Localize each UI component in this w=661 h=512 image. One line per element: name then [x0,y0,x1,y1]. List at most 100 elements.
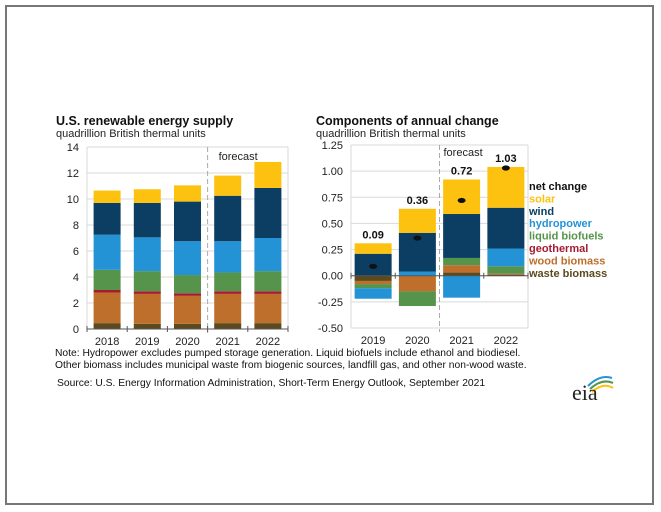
net-change-marker [369,263,378,269]
source-note: Source: U.S. Energy Information Administ… [57,378,486,389]
bar-segment-liquid-biofuels [254,271,282,292]
bar-segment-hydropower [174,241,201,276]
bar-segment-waste-biomass [214,323,242,329]
x-tick-label: 2022 [494,335,518,347]
left-chart-subtitle: quadrillion British thermal units [56,128,206,140]
bar-segment-wood-biomass [133,293,161,324]
legend-item-hydropower: hydropower [529,218,593,230]
legend-item-liquid-biofuels: liquid biofuels [529,231,604,243]
bar-segment-wind [133,202,161,238]
y-tick-label: 6 [73,246,79,258]
bar-segment-solar [398,208,436,233]
bar-segment-hydropower [254,238,282,272]
x-tick-label: 2019 [361,335,385,347]
legend-item-solar: solar [529,193,556,205]
bar-segment-solar [133,189,161,203]
net-change-label: 1.03 [495,153,516,165]
net-change-marker [413,235,422,241]
y-tick-label: 0.75 [322,192,343,204]
net-change-marker [501,165,510,171]
legend-item-geothermal: geothermal [529,243,588,255]
net-change-marker [457,197,466,204]
bar-segment-waste-biomass [174,323,201,329]
right-chart: -0.50 -0.25 0.00 0.25 0.50 0.75 1.00 1.25 foreca… [318,140,607,347]
x-tick-label: 2020 [175,336,199,348]
net-change-label: 0.72 [451,166,472,178]
bar-segment-wood-biomass [93,292,121,324]
bar-segment-geothermal [93,290,121,293]
bar-segment-liquid-biofuels [93,269,121,290]
x-tick-label: 2022 [256,336,280,348]
y-tick-label: 0 [73,324,79,336]
bar-segment-waste-biomass [487,274,525,276]
bar-segment-geothermal [214,291,242,294]
bar-segment-solar [443,179,481,215]
legend-item-net-change: net change [529,181,587,193]
bar-segment-wood-biomass [174,295,201,324]
bar-segment-wood-biomass [214,293,242,324]
right-chart-title: Components of annual change [316,114,499,128]
x-tick-label: 2020 [405,335,429,347]
y-tick-label: 4 [73,272,79,284]
legend-item-wood-biomass: wood biomass [528,255,605,267]
bar-segment-wind [93,202,121,235]
right-chart-subtitle: quadrillion British thermal units [316,128,466,140]
y-tick-label: 10 [67,194,79,206]
y-tick-label: -0.50 [318,323,343,335]
svg-text:eia: eia [572,380,598,405]
y-tick-label: 1.25 [322,140,343,152]
legend-item-wind: wind [528,206,554,218]
y-tick-label: 8 [73,220,79,232]
bar-segment-hydropower [398,271,436,276]
bar-segment-wood-biomass [487,273,525,275]
left-chart: 0 2 4 6 8 10 12 14 forecast 2018 2019 2020 2021 2022 [67,142,289,348]
bar-segment-geothermal [174,293,201,296]
y-tick-label: 12 [67,168,79,180]
bar-segment-liquid-biofuels [398,291,436,307]
bar-segment-geothermal [133,291,161,294]
figure-frame [5,5,654,505]
net-change-label: 0.36 [407,195,428,207]
legend-item-waste-biomass: waste biomass [528,268,607,280]
bar-segment-hydropower [443,275,481,298]
bar-segment-solar [254,161,282,188]
bar-segment-wood-biomass [254,293,282,324]
y-tick-label: -0.25 [318,297,343,309]
bar-segment-hydropower [214,241,242,273]
x-tick-label: 2021 [215,336,239,348]
bar-segment-hydropower [354,288,392,299]
eia-logo: eia [572,376,614,405]
x-tick-label: 2021 [449,335,473,347]
bar-segment-wind [214,195,242,242]
bar-segment-hydropower [93,234,121,270]
left-chart-title: U.S. renewable energy supply [56,114,233,128]
bar-segment-liquid-biofuels [133,271,161,292]
bar-segment-solar [214,175,242,196]
bar-segment-wind [487,207,525,249]
bar-segment-liquid-biofuels [443,257,481,266]
x-tick-label: 2019 [135,336,159,348]
bar-segment-wind [254,187,282,238]
y-tick-label: 0.50 [322,218,343,230]
bar-segment-liquid-biofuels [354,284,392,289]
y-tick-label: 0.25 [322,245,343,257]
y-tick-label: 1.00 [322,166,343,178]
bar-segment-liquid-biofuels [214,272,242,292]
bar-segment-wind [174,201,201,242]
note-line-2: Other biomass includes municipal waste f… [55,360,527,371]
x-tick-label: 2018 [95,336,119,348]
bar-segment-waste-biomass [93,323,121,329]
bar-segment-hydropower [487,248,525,267]
forecast-label: forecast [444,147,483,159]
y-tick-label: 2 [73,298,79,310]
bar-segment-wood-biomass [398,275,436,292]
forecast-label: forecast [219,151,258,163]
bar-segment-waste-biomass [354,275,392,281]
bar-segment-waste-biomass [443,272,481,276]
bar-segment-waste-biomass [254,323,282,329]
bar-segment-wood-biomass [354,280,392,285]
bar-segment-waste-biomass [133,323,161,329]
bar-segment-hydropower [133,237,161,272]
bar-segment-liquid-biofuels [174,275,201,294]
